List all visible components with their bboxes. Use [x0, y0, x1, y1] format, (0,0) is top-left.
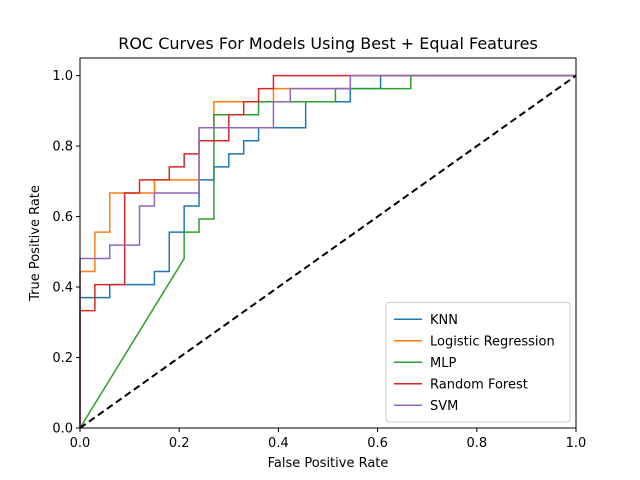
chart-title: ROC Curves For Models Using Best + Equal… — [118, 34, 538, 53]
series-line-random-forest — [79, 74, 576, 428]
y-tick-label: 0.0 — [52, 422, 73, 437]
legend-label: KNN — [430, 313, 458, 328]
y-tick-label: 1.0 — [52, 69, 73, 84]
plot-frame — [79, 57, 577, 429]
legend: KNN Logistic Regression MLP Random Forest SV… — [385, 302, 571, 423]
chance-diagonal-line — [79, 74, 577, 429]
legend-label: SVM — [430, 399, 458, 414]
x-tick-label: 0.2 — [169, 436, 190, 451]
x-tick-label: 0.0 — [70, 436, 91, 451]
y-axis-label: True Positive Rate — [28, 185, 43, 302]
y-tick-label: 0.6 — [52, 210, 73, 225]
x-tick-label: 0.8 — [466, 436, 487, 451]
y-tick-label: 0.4 — [52, 281, 73, 296]
x-tick-label: 0.4 — [268, 436, 289, 451]
x-axis: 0.0 0.2 0.4 0.6 0.8 1.0 — [70, 428, 587, 451]
x-tick-label: 1.0 — [566, 436, 587, 451]
x-tick-label: 0.6 — [367, 436, 388, 451]
y-axis: 0.0 0.2 0.4 0.6 0.8 1.0 — [52, 69, 80, 437]
legend-box — [385, 302, 571, 423]
y-tick-label: 0.2 — [52, 351, 73, 366]
x-axis-label: False Positive Rate — [268, 456, 389, 471]
series-line-svm — [79, 74, 576, 428]
legend-label: Random Forest — [430, 377, 528, 392]
series-layer — [79, 74, 577, 429]
legend-label: Logistic Regression — [430, 334, 555, 349]
legend-label: MLP — [430, 356, 456, 371]
y-tick-label: 0.8 — [52, 140, 73, 155]
